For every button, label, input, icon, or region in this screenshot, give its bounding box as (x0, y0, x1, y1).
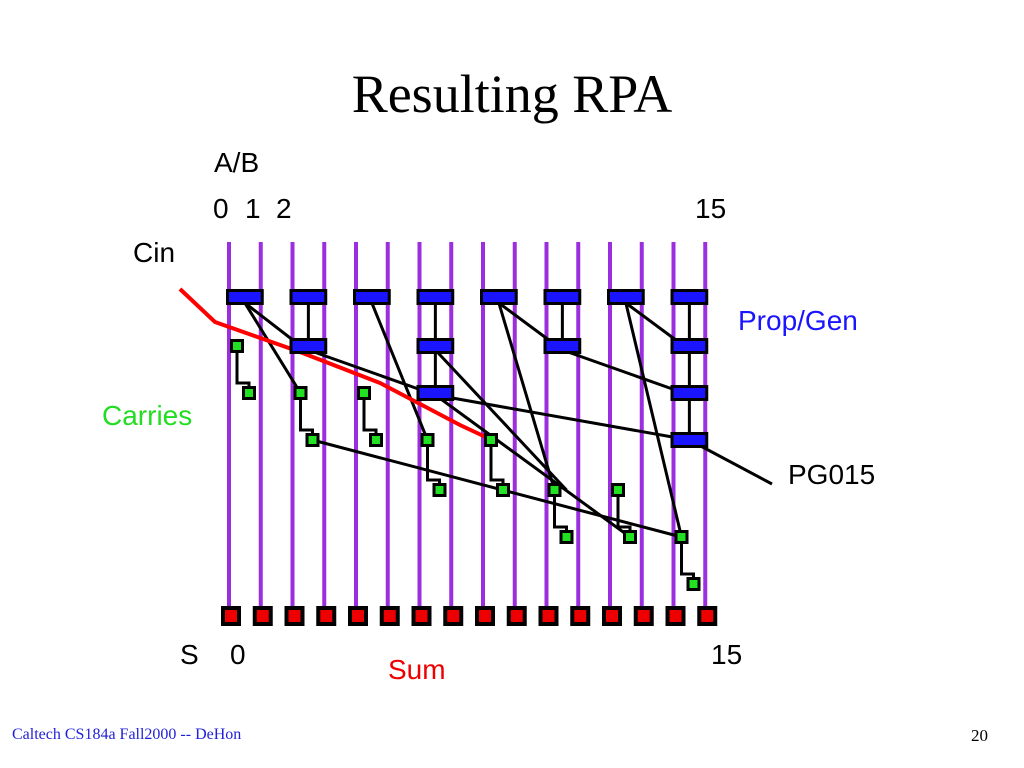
interconnect-line (434, 393, 631, 539)
inputs-label: A/B (214, 147, 259, 178)
prop-gen-label: Prop/Gen (738, 305, 858, 336)
prop-gen-block-fill (610, 292, 642, 302)
interconnect-line (435, 393, 690, 442)
sum-block-fill (383, 610, 396, 622)
prop-gen-block-fill (546, 341, 579, 351)
carry-block-fill (562, 533, 571, 541)
prop-gen-block-fill (229, 292, 261, 302)
carry-block-fill (689, 580, 698, 588)
bit-0-label: 0 (213, 193, 229, 224)
sum-block-fill (225, 610, 237, 622)
sum-block-fill (606, 610, 618, 622)
carry-step (362, 393, 378, 440)
prop-gen-block-fill (673, 388, 706, 398)
interconnect-line (561, 348, 690, 397)
prop-gen-block-fill (673, 292, 706, 302)
cin-label: Cin (133, 237, 175, 268)
prop-gen-block-fill (546, 292, 579, 302)
carry-block-fill (308, 436, 317, 444)
carry-block-fill (614, 486, 622, 494)
bit-1-label: 1 (245, 193, 261, 224)
interconnect-line (243, 302, 302, 394)
sum-block-fill (320, 610, 333, 622)
prop-gen-block-fill (356, 292, 388, 302)
sum-0-label: 0 (230, 639, 246, 670)
carry-block-fill (550, 486, 559, 494)
sum-block-fill (256, 610, 269, 622)
carry-block-fill (626, 533, 634, 541)
carry-block-fill (372, 436, 380, 444)
sum-block-fill (415, 610, 428, 622)
prop-gen-block-fill (419, 292, 452, 302)
carry-step (299, 393, 314, 440)
prop-gen-block-fill (483, 292, 515, 302)
interconnect-line (624, 302, 683, 538)
carry-step (680, 537, 695, 584)
page-number: 20 (971, 726, 988, 745)
interconnect-line (307, 348, 436, 397)
carry-block-fill (677, 533, 686, 541)
carry-block-fill (435, 486, 444, 494)
sum-label: Sum (388, 654, 446, 685)
sum-15-label: 15 (711, 639, 742, 670)
prop-gen-block-fill (673, 435, 706, 445)
sum-block-fill (352, 610, 364, 622)
carry-block-fill (245, 389, 253, 397)
sum-block-fill (479, 610, 491, 622)
rpa-diagram: A/B 0 1 2 15 Cin Prop/Gen Carries PG015 … (102, 147, 875, 685)
bit-2-label: 2 (276, 193, 292, 224)
interconnect-line (497, 302, 556, 491)
carry-block-fill (296, 389, 305, 397)
sum-block-fill (447, 610, 460, 622)
sum-block-fill (701, 610, 714, 622)
pg015-label: PG015 (788, 459, 875, 490)
sum-block-fill (510, 610, 523, 622)
prop-gen-block-fill (673, 341, 706, 351)
interconnect-line (370, 302, 429, 441)
carry-step (426, 440, 441, 490)
carry-block-fill (233, 342, 241, 350)
footer-course: Caltech CS184a Fall2000 -- DeHon (12, 726, 242, 743)
carry-block-fill (487, 436, 495, 444)
carry-block-fill (360, 389, 368, 397)
sum-block-fill (637, 610, 650, 622)
bit-15-label: 15 (695, 193, 726, 224)
slide-title: Resulting RPA (351, 64, 673, 124)
prop-gen-block-fill (419, 388, 452, 398)
prop-gen-block-fill (292, 292, 325, 302)
sum-blocks (221, 606, 718, 626)
carry-step (235, 346, 251, 393)
carry-step (553, 490, 568, 537)
s-label: S (180, 639, 199, 670)
sum-block-fill (574, 610, 587, 622)
carry-block-fill (499, 486, 507, 494)
sum-block-fill (288, 610, 301, 622)
carry-step (489, 440, 505, 490)
carries-label: Carries (102, 400, 192, 431)
carry-in-chain (178, 287, 493, 442)
sum-block-fill (669, 610, 682, 622)
prop-gen-blocks (226, 289, 709, 448)
carry-block-fill (423, 436, 432, 444)
prop-gen-block-fill (292, 341, 325, 351)
sum-block-fill (542, 610, 555, 622)
interconnect-line (434, 348, 568, 492)
prop-gen-block-fill (419, 341, 452, 351)
carry-blocks (230, 339, 701, 591)
